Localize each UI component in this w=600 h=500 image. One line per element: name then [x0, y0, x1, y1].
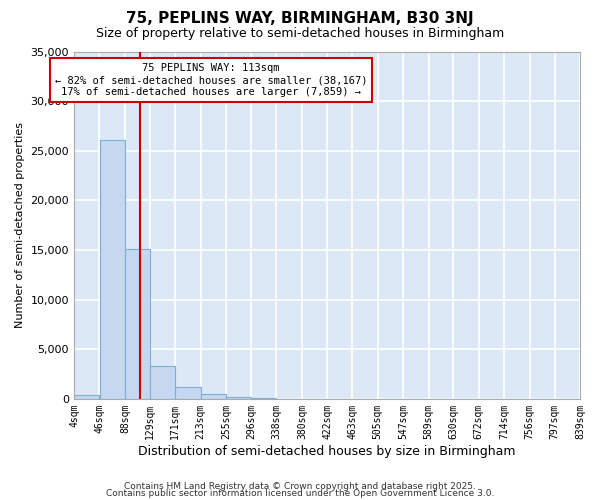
Bar — [125, 249, 150, 399]
Bar — [100, 140, 125, 399]
Text: Contains public sector information licensed under the Open Government Licence 3.: Contains public sector information licen… — [106, 489, 494, 498]
Bar — [175, 387, 200, 399]
Bar — [251, 398, 276, 399]
Bar — [150, 366, 175, 399]
Text: 75 PEPLINS WAY: 113sqm
← 82% of semi-detached houses are smaller (38,167)
17% of: 75 PEPLINS WAY: 113sqm ← 82% of semi-det… — [55, 64, 367, 96]
Bar — [226, 397, 251, 399]
Bar — [74, 395, 100, 399]
Bar — [201, 394, 226, 399]
X-axis label: Distribution of semi-detached houses by size in Birmingham: Distribution of semi-detached houses by … — [138, 444, 516, 458]
Text: Contains HM Land Registry data © Crown copyright and database right 2025.: Contains HM Land Registry data © Crown c… — [124, 482, 476, 491]
Y-axis label: Number of semi-detached properties: Number of semi-detached properties — [15, 122, 25, 328]
Text: Size of property relative to semi-detached houses in Birmingham: Size of property relative to semi-detach… — [96, 28, 504, 40]
Text: 75, PEPLINS WAY, BIRMINGHAM, B30 3NJ: 75, PEPLINS WAY, BIRMINGHAM, B30 3NJ — [126, 11, 474, 26]
